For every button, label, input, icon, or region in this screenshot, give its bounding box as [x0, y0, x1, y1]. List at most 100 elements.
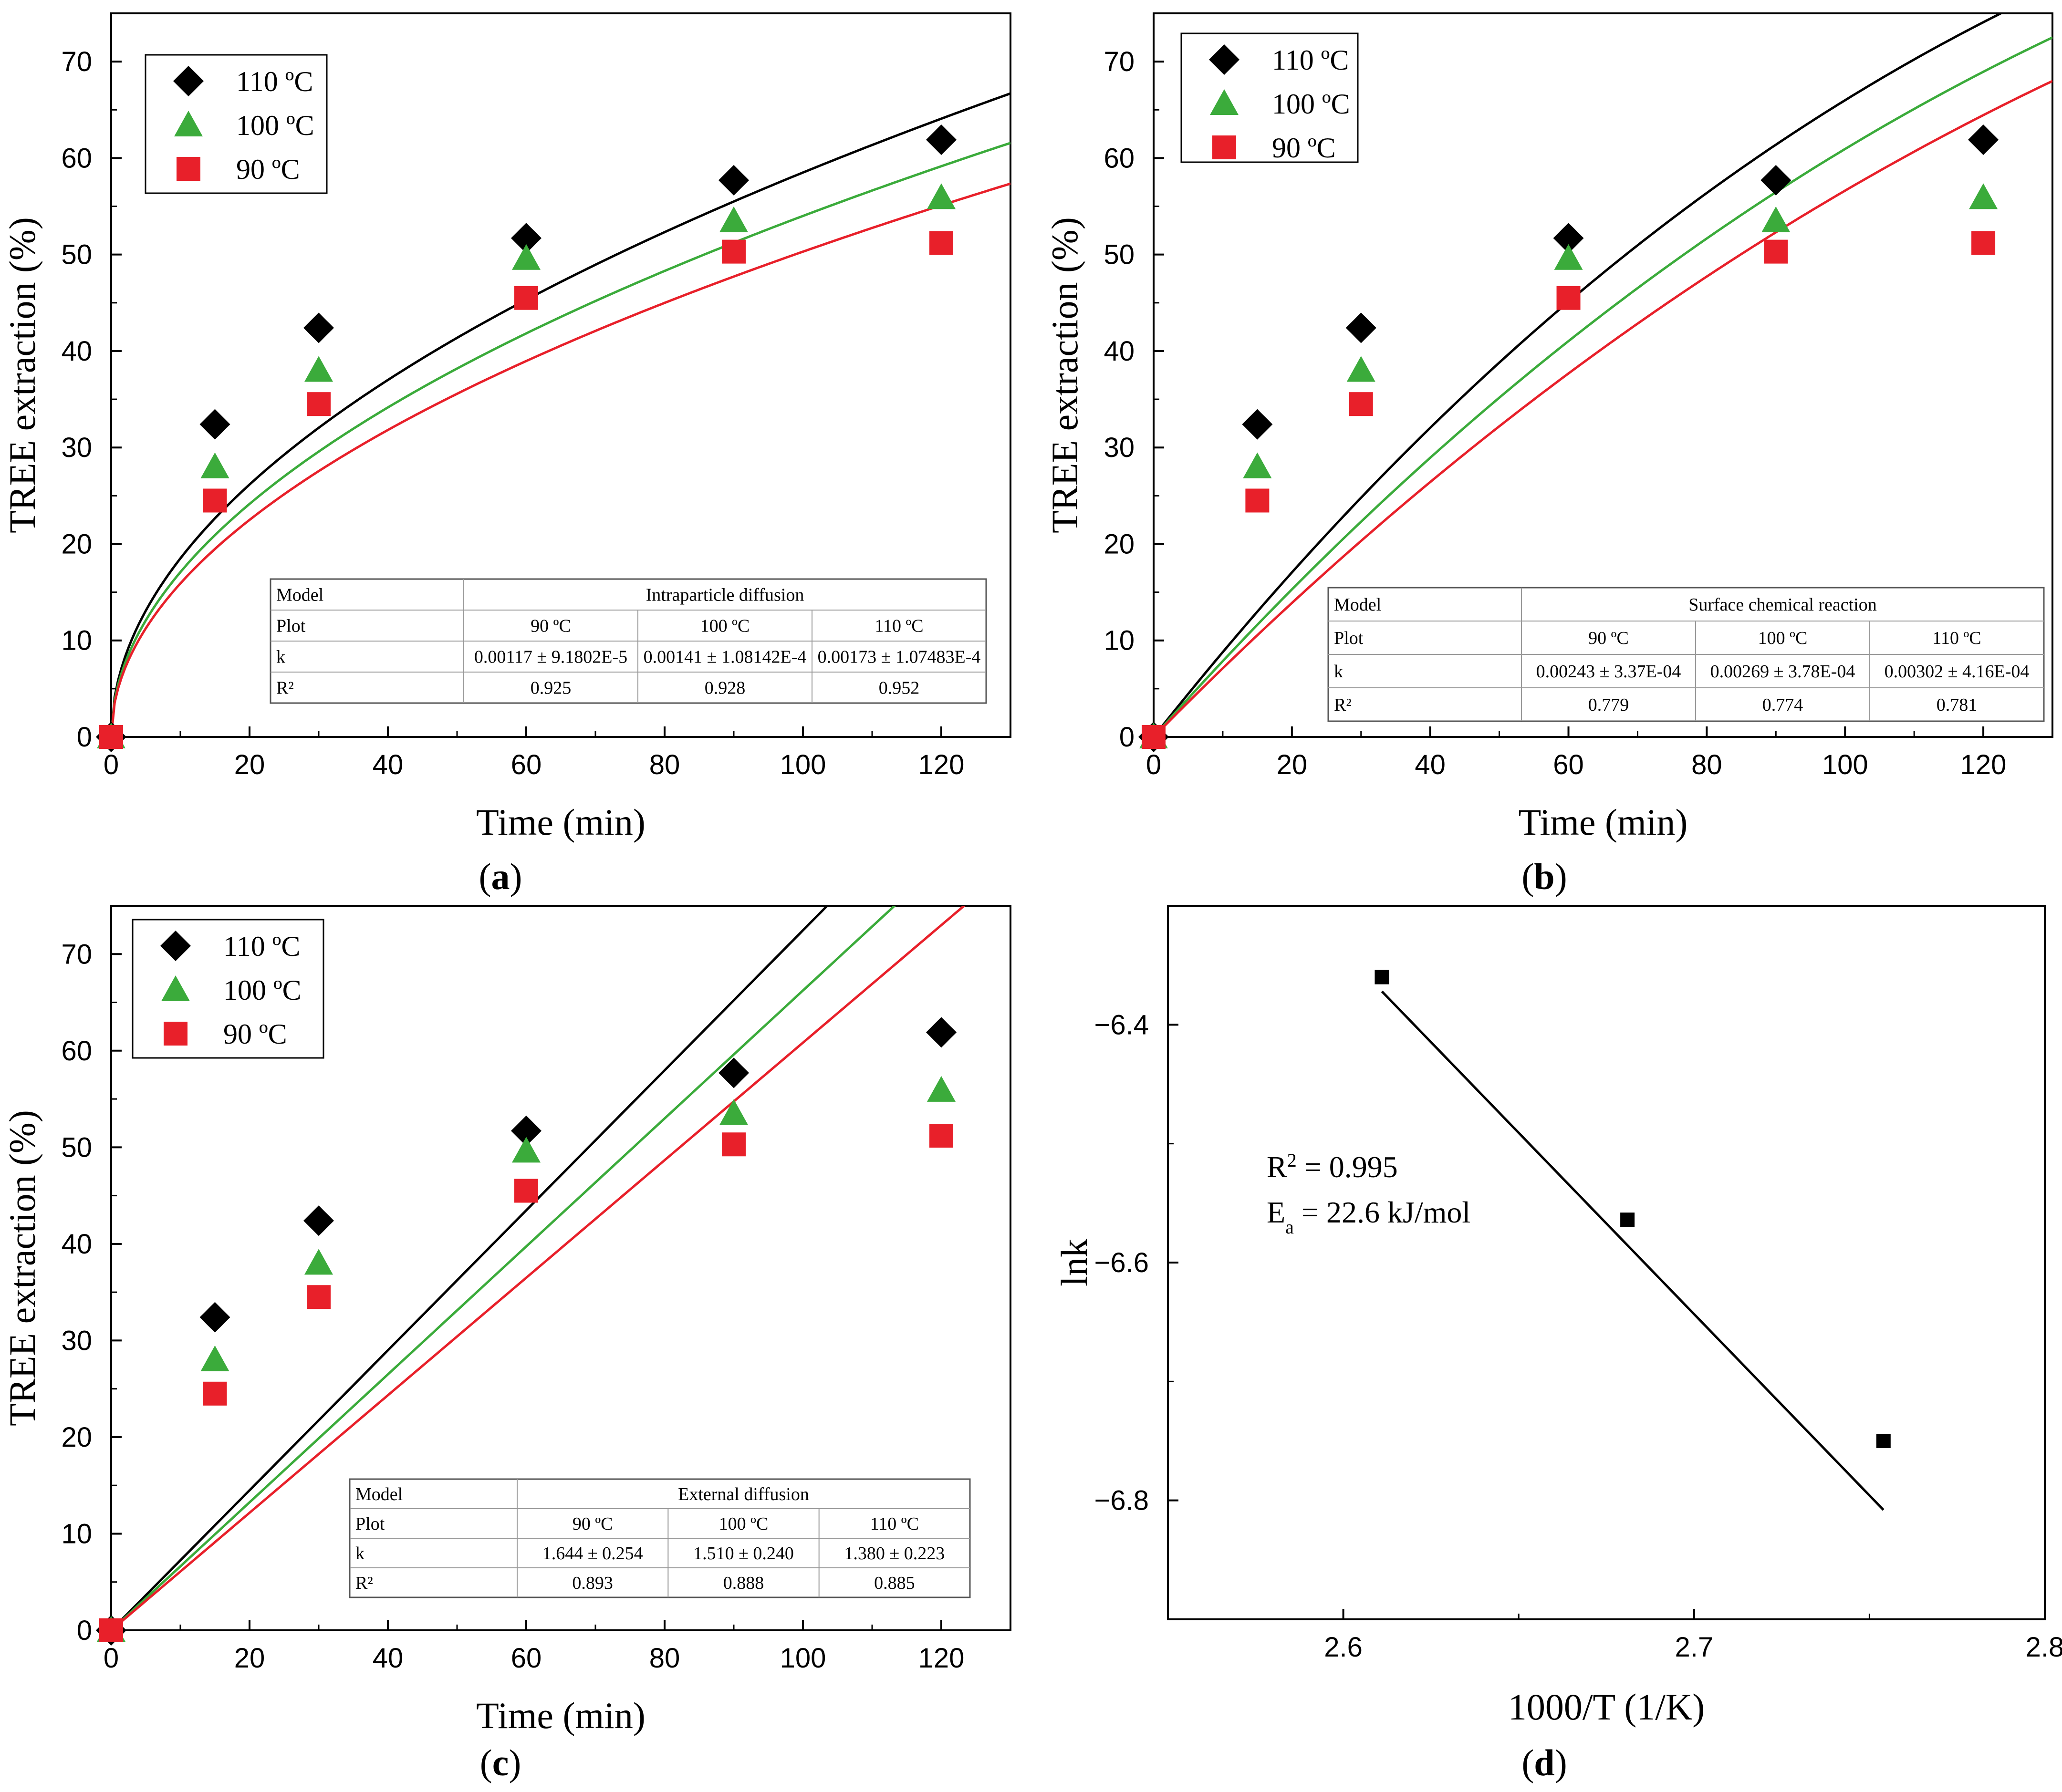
y-tick-label: 10 [61, 1518, 92, 1549]
legend-label: 110 ºC [1272, 44, 1349, 76]
legend-marker [177, 157, 200, 181]
plot-frame [110, 12, 1011, 738]
table-cell: Plot [1334, 628, 1364, 648]
x-tick-label: 60 [1553, 749, 1584, 780]
fit-curve [111, 906, 896, 1630]
y-axis-title: TREE extraction (%) [1, 217, 43, 533]
data-point [304, 356, 333, 382]
data-point [514, 286, 538, 310]
ea-subscript: a [1285, 1216, 1294, 1238]
x-tick-label: 2.7 [1675, 1632, 1713, 1663]
x-tick-label: 120 [1960, 749, 2007, 780]
y-tick-label: −6.6 [1094, 1247, 1149, 1278]
data-point [722, 239, 746, 264]
data-point [1761, 206, 1791, 232]
table-cell: 0.00302 ± 4.16E-04 [1885, 662, 2030, 682]
plot-frame [110, 905, 1011, 1631]
x-tick-label: 0 [1146, 749, 1161, 780]
table-cell: R² [355, 1573, 373, 1593]
y-tick-label: 60 [1104, 143, 1135, 174]
legend-box [145, 54, 328, 194]
table-cell: Intraparticle diffusion [646, 585, 804, 605]
table-cell: 0.779 [1588, 695, 1629, 715]
data-point [719, 1057, 749, 1088]
legend-label: 100 ºC [236, 110, 314, 141]
y-axis-title: TREE extraction (%) [1, 1110, 43, 1426]
table-cell: 90 ºC [1588, 628, 1629, 648]
data-point [307, 1285, 331, 1309]
table-cell: Plot [355, 1514, 385, 1534]
data-point [929, 231, 953, 255]
panel-label: (a) [479, 856, 522, 897]
legend-marker [161, 975, 190, 1001]
y-tick-label: 30 [61, 1325, 92, 1356]
data-point [99, 1618, 123, 1642]
table-cell: k [355, 1543, 364, 1564]
y-tick-label: 10 [1104, 625, 1135, 656]
data-point [307, 392, 331, 416]
data-point [1764, 239, 1788, 264]
data-point [511, 1115, 542, 1146]
panel-label-letter: b [1534, 856, 1554, 897]
r2-annotation: R2 = 0.995 [1267, 1150, 1398, 1184]
data-point [926, 124, 957, 155]
data-point [719, 165, 749, 196]
x-axis-title: 1000/T (1/K) [1508, 1686, 1705, 1728]
table-cell: Model [355, 1484, 403, 1504]
table-cell: 100 ºC [700, 616, 750, 636]
panel-label-letter: d [1534, 1742, 1554, 1783]
x-tick-label: 100 [780, 749, 826, 780]
fit-table: Model Intraparticle diffusion Plot 90 ºC 100… [270, 578, 987, 704]
x-axis-title: Time (min) [476, 1695, 646, 1736]
table-cell: 0.885 [874, 1573, 915, 1593]
legend-label: 90 ºC [1272, 132, 1336, 164]
table-cell: 1.644 ± 0.254 [542, 1543, 643, 1564]
x-tick-label: 0 [104, 749, 119, 780]
y-tick-label: 40 [61, 1229, 92, 1260]
x-tick-label: 40 [373, 1643, 404, 1674]
panel-d: 2.6 2.7 2.8 −6.4 −6.6 −6.8 1000/T (1/K) lnk R2 =… [1053, 905, 2062, 1783]
panel-c: 0 20 40 60 80 100 120 0 10 20 30 40 50 60 70 Time (min)… [1, 905, 1011, 1783]
ea-annotation: Ea = 22.6 kJ/mol [1267, 1195, 1470, 1238]
legend-label: 110 ºC [236, 66, 313, 97]
x-tick-label: 100 [780, 1643, 826, 1674]
y-tick-label: −6.8 [1094, 1485, 1149, 1516]
x-tick-label: 2.6 [1324, 1632, 1363, 1663]
fit-curve [1154, 36, 2052, 737]
x-axis-title: Time (min) [476, 801, 646, 843]
plot-frame [1167, 905, 2046, 1620]
y-tick-label: 40 [61, 336, 92, 367]
legend-label: 100 ºC [223, 974, 302, 1006]
x-tick-label: 120 [918, 749, 965, 780]
y-tick-label: 20 [61, 1422, 92, 1453]
table-cell: 0.925 [531, 678, 572, 698]
y-tick-label: 50 [61, 239, 92, 270]
x-tick-label: 80 [1691, 749, 1722, 780]
y-tick-label: 60 [61, 143, 92, 174]
table-cell: R² [276, 678, 294, 698]
data-point [719, 206, 748, 232]
fit-curve [111, 142, 1010, 737]
y-tick-label: 70 [61, 46, 92, 77]
x-tick-label: 20 [234, 749, 265, 780]
plot-frame [1153, 12, 2053, 738]
data-point [303, 312, 334, 343]
data-point [512, 1137, 541, 1163]
x-tick-label: 120 [918, 1643, 965, 1674]
fit-curves [1154, 13, 2052, 737]
table-cell: 0.774 [1762, 695, 1803, 715]
data-point [929, 1124, 953, 1148]
fit-table: Model External diffusion Plot 90 ºC 100 ºC 11… [349, 1478, 971, 1598]
y-tick-label: 50 [1104, 239, 1135, 270]
data-point [304, 1249, 333, 1275]
panel-label-letter: a [491, 856, 510, 897]
y-tick-label: 30 [1104, 432, 1135, 463]
data-point [1345, 312, 1376, 343]
fit-line [1381, 990, 1885, 1511]
y-tick-label: 30 [61, 432, 92, 463]
table-cell: 110 ºC [875, 616, 923, 636]
data-point [199, 1302, 230, 1333]
data-point [1556, 286, 1581, 310]
data-point [1243, 452, 1272, 478]
